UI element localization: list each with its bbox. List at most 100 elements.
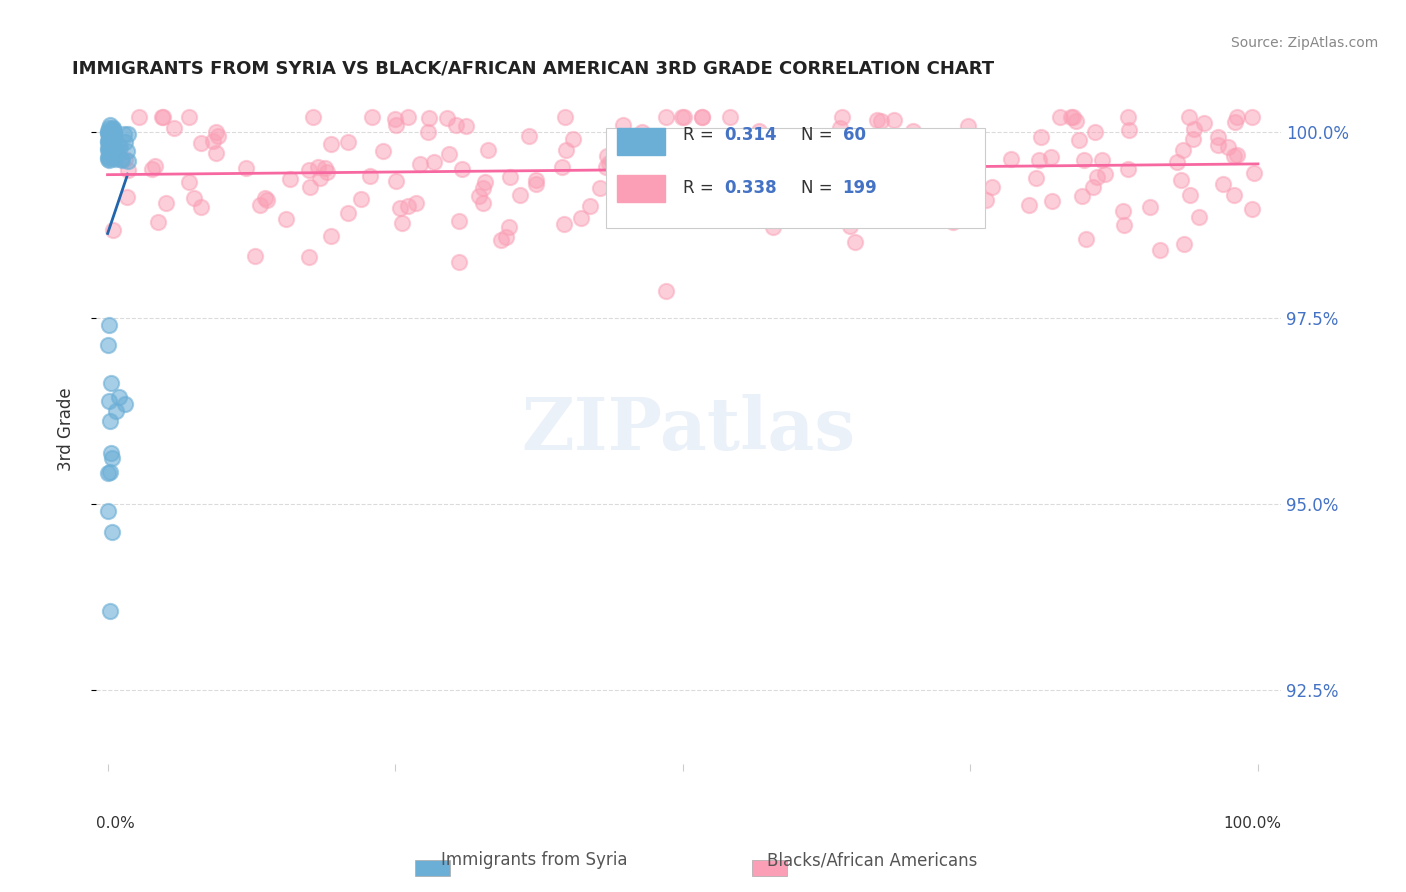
- Point: [388, 202, 411, 216]
- Point: [1206, 138, 1229, 153]
- Point: [107, 138, 129, 153]
- Point: [446, 118, 468, 132]
- Point: [97, 120, 120, 135]
- Point: [105, 147, 128, 161]
- Point: [828, 202, 851, 216]
- Point: [1000, 153, 1022, 167]
- Point: [889, 137, 911, 152]
- Point: [449, 255, 471, 269]
- Point: [876, 151, 898, 165]
- Text: 0.0%: 0.0%: [96, 816, 135, 831]
- Point: [146, 215, 169, 229]
- Point: [1049, 110, 1071, 124]
- Point: [190, 136, 212, 150]
- Point: [756, 174, 779, 188]
- Point: [775, 153, 797, 168]
- Text: Immigrants from Syria: Immigrants from Syria: [441, 851, 627, 869]
- Point: [314, 161, 336, 175]
- Point: [97, 150, 120, 164]
- Point: [828, 121, 851, 136]
- Point: [97, 141, 120, 155]
- Point: [105, 142, 128, 156]
- Point: [253, 191, 276, 205]
- Point: [104, 149, 127, 163]
- Point: [204, 125, 226, 139]
- Point: [720, 110, 742, 124]
- Point: [97, 135, 120, 149]
- Point: [717, 155, 740, 169]
- Point: [103, 124, 125, 138]
- Point: [1060, 110, 1083, 124]
- Point: [1240, 202, 1263, 217]
- Point: [307, 160, 329, 174]
- Point: [319, 229, 342, 244]
- Point: [98, 143, 121, 157]
- Point: [97, 131, 120, 145]
- Point: [804, 152, 827, 166]
- Point: [256, 194, 278, 208]
- Text: Source: ZipAtlas.com: Source: ZipAtlas.com: [1230, 36, 1378, 50]
- Text: IMMIGRANTS FROM SYRIA VS BLACK/AFRICAN AMERICAN 3RD GRADE CORRELATION CHART: IMMIGRANTS FROM SYRIA VS BLACK/AFRICAN A…: [72, 60, 994, 78]
- Point: [1182, 132, 1205, 146]
- Point: [1085, 170, 1108, 185]
- Point: [205, 146, 228, 161]
- Point: [897, 136, 920, 150]
- Point: [117, 128, 139, 142]
- Point: [110, 152, 132, 166]
- Point: [384, 174, 406, 188]
- Point: [1188, 211, 1211, 225]
- Point: [179, 110, 201, 124]
- Point: [1226, 148, 1249, 162]
- Text: 199: 199: [842, 179, 877, 197]
- Point: [207, 128, 229, 143]
- Point: [97, 142, 120, 156]
- Point: [436, 111, 458, 125]
- Point: [114, 136, 136, 150]
- Point: [495, 230, 517, 244]
- Point: [499, 169, 522, 184]
- Point: [100, 128, 122, 142]
- Point: [177, 175, 200, 189]
- Text: 60: 60: [842, 126, 866, 144]
- Point: [245, 249, 267, 263]
- Point: [852, 186, 875, 200]
- Point: [866, 113, 889, 128]
- Point: [1216, 140, 1239, 154]
- Point: [1112, 218, 1135, 232]
- Point: [97, 504, 120, 518]
- Point: [98, 414, 121, 428]
- Point: [1040, 150, 1063, 164]
- Point: [714, 149, 737, 163]
- Point: [925, 149, 948, 163]
- Point: [298, 180, 321, 194]
- Point: [901, 176, 924, 190]
- Point: [101, 126, 124, 140]
- Point: [373, 144, 395, 158]
- Point: [524, 172, 547, 186]
- Text: 0.314: 0.314: [724, 126, 776, 144]
- Point: [423, 154, 446, 169]
- Point: [100, 524, 122, 539]
- Point: [555, 143, 578, 157]
- Point: [396, 110, 419, 124]
- Point: [1243, 166, 1265, 180]
- Point: [418, 125, 440, 139]
- Point: [108, 390, 131, 404]
- Point: [1062, 110, 1084, 124]
- Point: [235, 161, 257, 176]
- Point: [1223, 149, 1246, 163]
- Point: [612, 118, 634, 132]
- Point: [474, 175, 496, 189]
- Point: [936, 137, 959, 152]
- Point: [163, 121, 186, 136]
- Point: [755, 197, 778, 211]
- Point: [97, 130, 120, 145]
- Point: [672, 110, 695, 124]
- Point: [111, 153, 134, 168]
- Point: [249, 198, 271, 212]
- Point: [655, 110, 678, 124]
- FancyBboxPatch shape: [617, 175, 665, 202]
- Point: [98, 126, 121, 140]
- Point: [114, 152, 136, 166]
- Point: [980, 179, 1002, 194]
